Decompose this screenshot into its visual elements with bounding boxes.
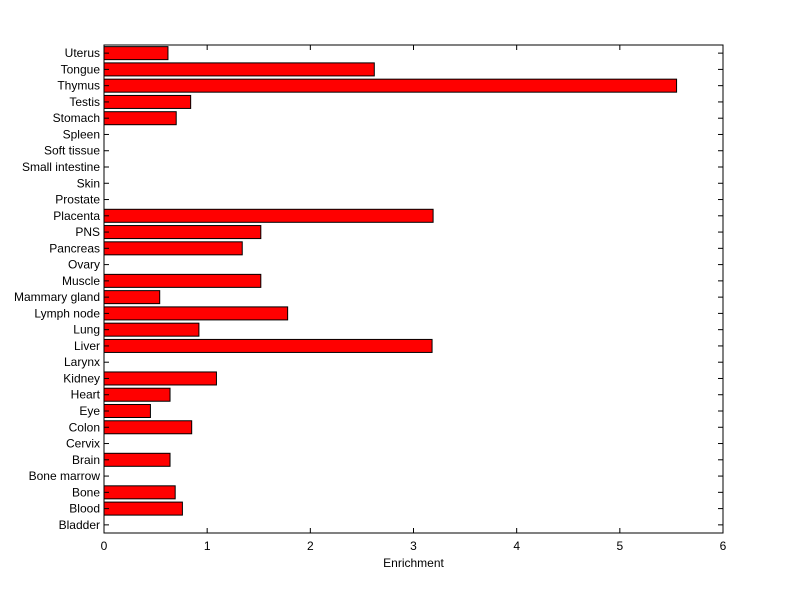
category-label-brain: Brain xyxy=(72,453,100,467)
category-label-testis: Testis xyxy=(69,95,100,109)
category-label-ovary: Ovary xyxy=(68,258,100,272)
category-label-stomach: Stomach xyxy=(53,111,100,125)
bar-pns xyxy=(103,225,262,240)
x-tick-label: 1 xyxy=(204,539,211,553)
category-label-mammary-gland: Mammary gland xyxy=(14,290,100,304)
category-label-muscle: Muscle xyxy=(62,274,100,288)
category-label-prostate: Prostate xyxy=(55,193,100,207)
category-label-eye: Eye xyxy=(79,404,100,418)
category-label-heart: Heart xyxy=(71,388,101,402)
bar-placenta xyxy=(103,208,434,223)
category-label-spleen: Spleen xyxy=(63,127,100,141)
category-label-cervix: Cervix xyxy=(66,437,100,451)
ticks-layer xyxy=(103,45,724,533)
bar-muscle xyxy=(103,273,262,288)
category-label-bladder: Bladder xyxy=(59,518,100,532)
category-label-pancreas: Pancreas xyxy=(49,241,100,255)
bar-kidney xyxy=(103,371,217,386)
category-label-placenta: Placenta xyxy=(53,209,100,223)
bar-brain xyxy=(103,452,171,467)
x-tick-label: 3 xyxy=(410,539,417,553)
category-label-thymus: Thymus xyxy=(57,79,100,93)
x-tick-label: 6 xyxy=(720,539,727,553)
category-label-small-intestine: Small intestine xyxy=(22,160,100,174)
category-label-larynx: Larynx xyxy=(64,355,100,369)
x-tick-label: 0 xyxy=(101,539,108,553)
bar-bone xyxy=(103,485,176,500)
category-label-tongue: Tongue xyxy=(61,62,101,76)
category-label-liver: Liver xyxy=(74,339,100,353)
plot-frame xyxy=(103,44,724,534)
bar-lung xyxy=(103,322,200,337)
category-label-lung: Lung xyxy=(73,323,100,337)
bar-pancreas xyxy=(103,241,243,256)
bar-tongue xyxy=(103,62,375,77)
category-label-uterus: Uterus xyxy=(65,46,100,60)
bar-testis xyxy=(103,94,192,109)
category-label-pns: PNS xyxy=(75,225,100,239)
category-label-blood: Blood xyxy=(69,502,100,516)
bar-blood xyxy=(103,501,183,516)
bar-mammary-gland xyxy=(103,290,161,305)
category-label-bone: Bone xyxy=(72,485,100,499)
category-label-soft-tissue: Soft tissue xyxy=(44,144,100,158)
bar-eye xyxy=(103,403,151,419)
bar-thymus xyxy=(103,78,678,93)
x-tick-label: 5 xyxy=(616,539,623,553)
category-labels: Uterus Tongue Thymus Testis Stomach Spleen Sof… xyxy=(14,46,101,532)
bar-liver xyxy=(103,338,433,353)
bar-uterus xyxy=(103,46,169,61)
category-label-skin: Skin xyxy=(77,176,100,190)
bar-colon xyxy=(103,420,193,435)
category-label-bone-marrow: Bone marrow xyxy=(29,469,101,483)
bars-layer xyxy=(103,46,678,516)
bar-heart xyxy=(103,387,171,402)
x-tick-label: 4 xyxy=(513,539,520,553)
category-label-kidney: Kidney xyxy=(63,371,100,385)
x-tick-label: 2 xyxy=(307,539,314,553)
x-axis-title: Enrichment xyxy=(383,556,444,570)
x-tick-labels: 0 1 2 3 4 5 6 xyxy=(101,539,727,553)
category-label-colon: Colon xyxy=(69,420,100,434)
bar-stomach xyxy=(103,111,177,126)
bar-lymph-node xyxy=(103,306,289,321)
category-label-lymph-node: Lymph node xyxy=(34,306,100,320)
